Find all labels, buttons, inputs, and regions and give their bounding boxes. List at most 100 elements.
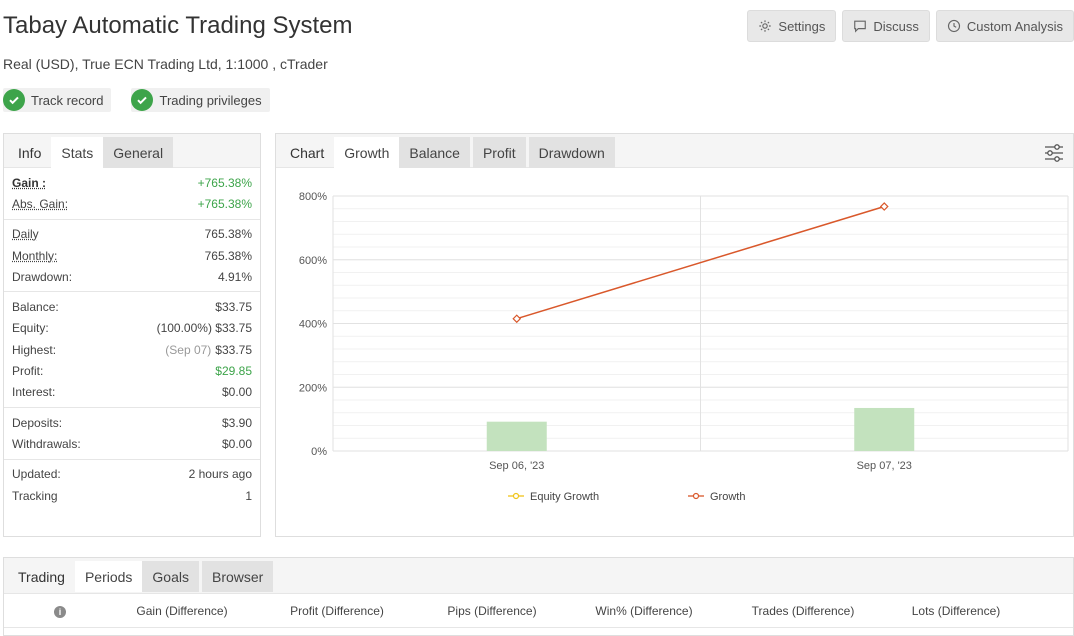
stat-key: Balance:	[12, 300, 59, 315]
y-tick-label: 800%	[299, 191, 327, 203]
stat-key[interactable]: Abs. Gain:	[12, 196, 69, 211]
custom-analysis-button[interactable]: Custom Analysis	[935, 10, 1074, 42]
stat-value: $33.75	[215, 300, 252, 315]
tab-browser[interactable]: Browser	[202, 561, 274, 592]
chart-filter-icon[interactable]	[1043, 142, 1065, 164]
legend-label: Equity Growth	[530, 491, 599, 503]
x-tick-label: Sep 07, '23	[857, 460, 912, 472]
stat-row-balance: Balance: $33.75	[12, 296, 252, 317]
stat-key: Withdrawals:	[12, 436, 81, 451]
stat-row-equity: Equity: (100.00%) $33.75	[12, 318, 252, 339]
stat-row-drawdown: Drawdown: 4.91%	[12, 266, 252, 287]
periods-panel: Trading Periods Goals Browser i Gain (Di…	[3, 557, 1074, 636]
track-record-badge[interactable]: Track record	[3, 88, 112, 112]
tab-general[interactable]: General	[103, 137, 174, 168]
stat-row-abs-gain: Abs. Gain: +765.38%	[12, 193, 252, 214]
track-record-label: Track record	[31, 92, 104, 108]
stats-tabbar: Info Stats General	[4, 134, 260, 168]
stat-row-tracking: Tracking 1	[12, 485, 252, 506]
account-subtitle: Real (USD), True ECN Trading Ltd, 1:1000…	[3, 56, 328, 72]
trading-privileges-badge[interactable]: Trading privileges	[131, 88, 270, 112]
stat-value: 765.38%	[204, 227, 252, 242]
trading-privileges-label: Trading privileges	[159, 92, 262, 108]
tab-profit[interactable]: Profit	[472, 137, 526, 168]
stat-key[interactable]: Daily	[12, 227, 39, 242]
stat-value: +765.38%	[197, 175, 252, 190]
chart-bar	[486, 421, 547, 451]
stat-value: +765.38%	[197, 196, 252, 211]
custom-analysis-button-label: Custom Analysis	[966, 18, 1063, 34]
stat-row-updated: Updated: 2 hours ago	[12, 464, 252, 485]
stat-value: $33.75	[215, 321, 252, 336]
settings-button[interactable]: Settings	[747, 10, 837, 42]
tracking-group: Updated: 2 hours ago Tracking 1	[4, 460, 260, 511]
rate-group: Daily 765.38% Monthly: 765.38% Drawdown: 4.…	[4, 220, 260, 293]
y-tick-label: 0%	[311, 446, 327, 458]
chart-panel: Chart Growth Balance Profit Drawdown 800…	[275, 133, 1074, 537]
tab-goals[interactable]: Goals	[142, 561, 199, 592]
stat-key: Tracking	[12, 488, 58, 503]
balance-group: Balance: $33.75 Equity: (100.00%) $33.75 H…	[4, 292, 260, 408]
tab-info[interactable]: Info	[18, 144, 42, 161]
stat-row-interest: Interest: $0.00	[12, 382, 252, 403]
chart-tabbar: Chart Growth Balance Profit Drawdown	[276, 134, 1073, 168]
tab-periods[interactable]: Periods	[74, 561, 143, 592]
check-circle-icon	[131, 89, 154, 111]
stat-key: Equity:	[12, 321, 49, 336]
growth-point	[512, 314, 522, 324]
tab-balance[interactable]: Balance	[399, 137, 470, 168]
stat-key: Profit:	[12, 364, 44, 379]
tab-growth[interactable]: Growth	[334, 137, 400, 168]
stats-panel: Info Stats General Gain : +765.38% Abs. G…	[3, 133, 261, 537]
growth-point	[879, 202, 889, 211]
stat-row-highest: Highest: (Sep 07) $33.75	[12, 339, 252, 360]
y-tick-label: 600%	[299, 255, 327, 267]
growth-chart: 800% 600% 400% 200% 0% Sep 06, '23 Sep 07, '23…	[299, 191, 1069, 503]
stat-row-daily: Daily 765.38%	[12, 224, 252, 245]
col-win: Win% (Difference)	[595, 603, 693, 618]
info-icon[interactable]: i	[54, 605, 66, 618]
stat-value: 1	[245, 488, 252, 503]
settings-button-label: Settings	[778, 18, 826, 34]
legend-marker	[692, 492, 700, 500]
stat-note: (Sep 07)	[165, 342, 212, 357]
stat-key: Deposits:	[12, 415, 63, 430]
stat-value: $0.00	[221, 385, 252, 400]
col-gain: Gain (Difference)	[136, 603, 228, 618]
tab-stats[interactable]: Stats	[51, 137, 104, 168]
periods-header-row: i Gain (Difference) Profit (Difference) …	[4, 594, 1073, 628]
discuss-button-label: Discuss	[873, 18, 919, 34]
stat-value: $29.85	[215, 364, 252, 379]
verification-badges: Track record Trading privileges	[3, 88, 270, 112]
legend-marker	[512, 492, 520, 500]
stat-key: Highest:	[12, 342, 57, 357]
clock-icon	[947, 19, 960, 33]
stat-row-withdrawals: Withdrawals: $0.00	[12, 433, 252, 454]
chart-bar	[854, 407, 915, 451]
y-tick-label: 400%	[299, 319, 327, 331]
bottom-tabbar: Trading Periods Goals Browser	[4, 558, 1073, 594]
page-title: Tabay Automatic Trading System	[3, 12, 353, 39]
tab-chart[interactable]: Chart	[290, 144, 325, 161]
stat-row-monthly: Monthly: 765.38%	[12, 245, 252, 266]
stat-key[interactable]: Gain :	[12, 175, 47, 190]
stat-value: $0.00	[221, 436, 252, 451]
stat-key: Drawdown:	[12, 269, 73, 284]
stat-value: 4.91%	[217, 269, 252, 284]
discuss-button[interactable]: Discuss	[842, 10, 930, 42]
deposits-group: Deposits: $3.90 Withdrawals: $0.00	[4, 408, 260, 460]
stat-note: (100.00%)	[156, 321, 212, 336]
stat-row-profit: Profit: $29.85	[12, 360, 252, 381]
tab-drawdown[interactable]: Drawdown	[528, 137, 615, 168]
stat-value: $33.75	[215, 342, 252, 357]
stat-row-gain: Gain : +765.38%	[12, 172, 252, 193]
check-circle-icon	[3, 89, 25, 111]
stat-row-deposits: Deposits: $3.90	[12, 412, 252, 433]
stat-value: 765.38%	[204, 248, 252, 263]
stat-key: Interest:	[12, 385, 56, 400]
legend-label: Growth	[710, 491, 745, 503]
stat-key[interactable]: Monthly:	[12, 248, 58, 263]
tab-trading[interactable]: Trading	[18, 568, 65, 585]
gain-group: Gain : +765.38% Abs. Gain: +765.38%	[4, 168, 260, 220]
col-trades: Trades (Difference)	[751, 603, 855, 618]
